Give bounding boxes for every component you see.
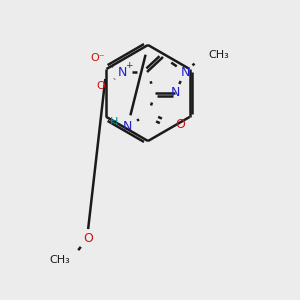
Text: N: N: [170, 86, 180, 100]
Text: N: N: [180, 65, 190, 79]
Text: CH₃: CH₃: [208, 50, 229, 60]
Text: N: N: [122, 119, 132, 133]
Text: O: O: [175, 118, 185, 131]
Text: CH₃: CH₃: [49, 255, 70, 265]
Text: +: +: [125, 61, 133, 70]
Text: N: N: [117, 65, 127, 79]
Text: O: O: [83, 232, 93, 244]
Text: O⁻: O⁻: [90, 53, 105, 63]
Text: H: H: [110, 117, 118, 127]
Text: O: O: [96, 81, 105, 91]
